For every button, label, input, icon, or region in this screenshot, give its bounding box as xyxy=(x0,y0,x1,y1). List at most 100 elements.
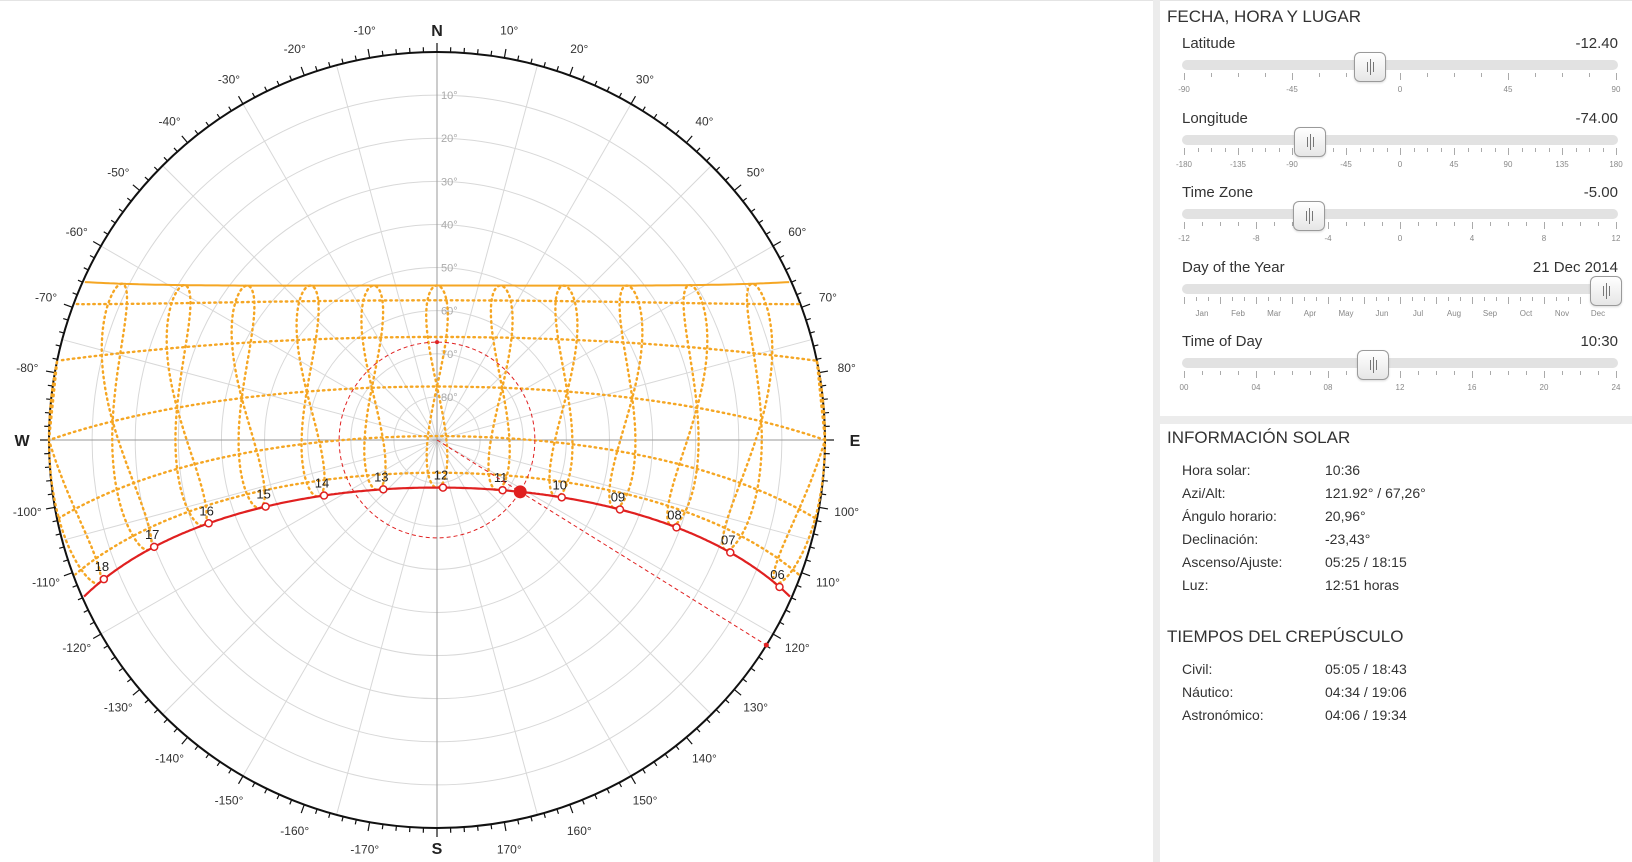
latitude-tick-label: -90 xyxy=(1178,85,1190,94)
solar_info-row: Ascenso/Ajuste: 05:25 / 18:15 xyxy=(1182,554,1622,574)
hour-marker xyxy=(775,582,784,592)
longitude-label: Longitude xyxy=(1182,110,1248,127)
altitude-label: 60° xyxy=(441,306,458,318)
azimuth-tick xyxy=(813,344,819,347)
solar_info-value: 12:51 horas xyxy=(1325,577,1399,593)
azimuth-tick xyxy=(813,533,819,536)
solar_info-label: Ascenso/Ajuste: xyxy=(1182,554,1283,570)
azimuth-tick xyxy=(630,95,637,105)
azimuth-tick xyxy=(618,92,623,98)
latitude-slider[interactable]: Latitude -12.40 -90 -45 0 45 90 xyxy=(1178,33,1620,105)
azimuth-tick xyxy=(194,745,199,751)
latitude-tick-label: -45 xyxy=(1286,85,1298,94)
azimuth-tick xyxy=(46,479,52,482)
time-of-day-handle[interactable] xyxy=(1356,350,1389,380)
azimuth-tick xyxy=(543,62,546,68)
azimuth-tick xyxy=(791,279,797,283)
azimuth-tick xyxy=(110,219,116,224)
azimuth-label: 50° xyxy=(747,166,765,180)
longitude-track[interactable] xyxy=(1182,135,1618,145)
declination-curve xyxy=(74,299,800,306)
hour-marker xyxy=(204,519,213,528)
azimuth-tick xyxy=(395,49,398,55)
azimuth-tick xyxy=(237,95,244,105)
azimuth-tick xyxy=(110,656,116,661)
twilight_info-row: Civil: 05:05 / 18:43 xyxy=(1182,661,1622,681)
azimuth-label: 130° xyxy=(743,700,768,714)
hour-label: 08 xyxy=(667,507,681,522)
azimuth-label: 170° xyxy=(497,843,522,857)
azimuth-tick xyxy=(653,113,658,119)
azimuth-spoke xyxy=(436,439,812,541)
azimuth-tick xyxy=(289,75,293,81)
azimuth-tick xyxy=(816,357,822,360)
azimuth-spoke xyxy=(62,339,438,441)
solar_info-row: Luz: 12:51 horas xyxy=(1182,577,1622,597)
azimuth-tick xyxy=(664,753,669,759)
latitude-handle[interactable] xyxy=(1353,52,1386,82)
azimuth-tick xyxy=(173,147,178,153)
hour-label: 13 xyxy=(374,469,388,484)
azimuth-tick xyxy=(772,633,782,640)
azimuth-tick xyxy=(772,240,782,247)
azimuth-tick xyxy=(314,66,318,72)
longitude-tick-label: -90 xyxy=(1286,160,1298,169)
twilight_info-label: Astronómico: xyxy=(1182,707,1264,723)
azimuth-spoke xyxy=(436,245,774,441)
time-of-day-ticks xyxy=(1182,371,1618,381)
time-of-day-tick-label: 08 xyxy=(1323,383,1333,392)
azimuth-label: 30° xyxy=(636,73,654,87)
azimuth-label: 60° xyxy=(788,225,806,239)
longitude-tick-label: 180 xyxy=(1609,160,1623,169)
time-zone-tick-label: -8 xyxy=(1252,234,1260,243)
sun-azimuth-line xyxy=(436,439,767,646)
analemma-curve xyxy=(165,283,208,527)
solar_info-label: Ángulo horario: xyxy=(1182,508,1277,524)
longitude-handle[interactable] xyxy=(1294,127,1327,157)
latitude-ticks xyxy=(1182,73,1618,83)
twilight_info-value: 04:34 / 19:06 xyxy=(1325,684,1407,700)
azimuth-tick xyxy=(569,804,574,814)
azimuth-tick xyxy=(251,782,256,788)
longitude-slider[interactable]: Longitude -74.00 -180 -135 -90 -45 0 45 90 135 180 xyxy=(1176,108,1623,180)
time-zone-track[interactable] xyxy=(1182,209,1618,219)
time-of-day-tick-label: 12 xyxy=(1395,383,1405,392)
azimuth-tick xyxy=(77,597,83,601)
azimuth-tick xyxy=(276,80,280,86)
azimuth-tick xyxy=(821,493,827,496)
azimuth-label: -140° xyxy=(155,752,184,766)
azimuth-tick xyxy=(696,147,701,153)
day-of-year-slider[interactable]: Day of the Year 21 Dec 2014 Jan Feb Mar Apr Ma… xyxy=(1182,257,1623,329)
azimuth-tick xyxy=(341,816,344,822)
azimuth-tick xyxy=(126,678,132,683)
analemma-curve xyxy=(360,284,387,492)
day-of-year-track[interactable] xyxy=(1182,284,1618,294)
time-zone-handle[interactable] xyxy=(1293,201,1326,231)
time-of-day-track[interactable] xyxy=(1182,358,1618,368)
analemma-curve xyxy=(424,284,450,489)
hour-marker xyxy=(672,523,681,532)
day-of-year-handle[interactable] xyxy=(1590,276,1623,306)
azimuth-tick xyxy=(543,812,546,818)
latitude-value: -12.40 xyxy=(1575,35,1618,52)
time-of-day-slider[interactable]: Time of Day 10:30 00 04 08 12 16 20 24 xyxy=(1180,331,1621,403)
day-of-year-ticks xyxy=(1182,297,1618,307)
latitude-track[interactable] xyxy=(1182,60,1618,70)
azimuth-tick xyxy=(758,219,764,224)
analemma-curve xyxy=(548,284,579,498)
declination-curve xyxy=(58,434,816,520)
azimuth-tick xyxy=(517,55,520,61)
cardinal-west: W xyxy=(14,433,30,450)
time-zone-tick-label: -4 xyxy=(1324,234,1332,243)
azimuth-tick xyxy=(750,667,756,672)
azimuth-tick xyxy=(381,824,384,830)
azimuth-tick xyxy=(132,688,141,696)
azimuth-tick xyxy=(664,121,669,127)
azimuth-tick xyxy=(173,727,178,733)
time-of-day-value: 10:30 xyxy=(1580,333,1618,350)
azimuth-label: 80° xyxy=(838,361,856,375)
altitude-label: 30° xyxy=(441,176,458,188)
azimuth-spoke xyxy=(436,439,774,635)
twilight_info-value: 04:06 / 19:34 xyxy=(1325,707,1407,723)
time-zone-slider[interactable]: Time Zone -5.00 -12 -8 -4 0 4 8 12 xyxy=(1178,182,1620,254)
